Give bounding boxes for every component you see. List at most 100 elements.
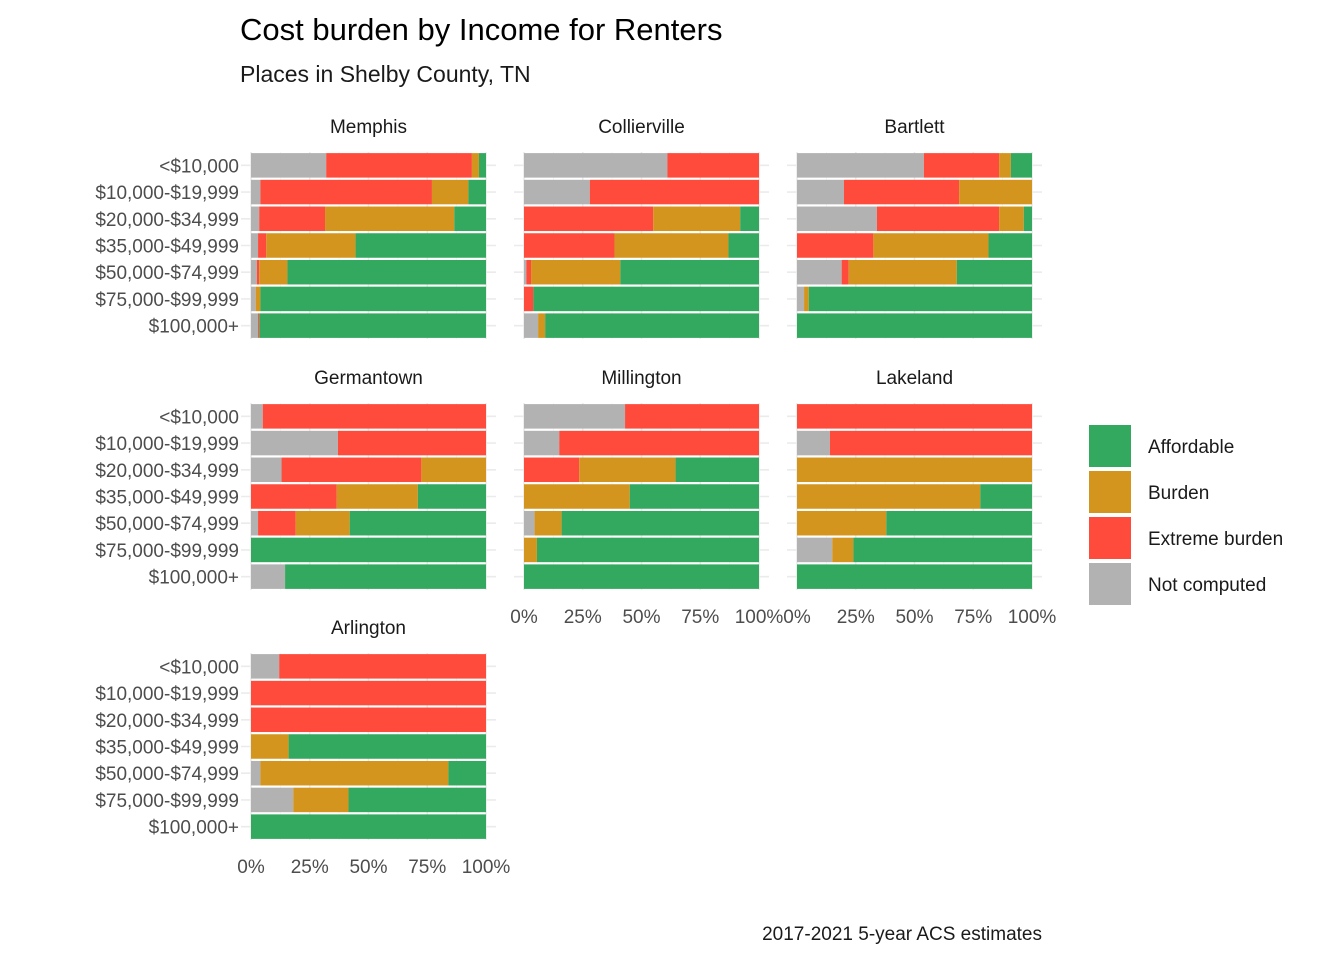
bar-segment-affordable — [886, 510, 1032, 536]
y-tick-label: $50,000-$74,999 — [95, 263, 239, 284]
x-tick-label: 100% — [462, 857, 511, 878]
facet-panel-germantown: Germantown <$10,000 $10,000-$19,999 $20,000… — [95, 368, 496, 590]
legend-label: Extreme burden — [1148, 529, 1283, 550]
bar-segment-not-computed — [251, 153, 327, 178]
bar-segment-affordable — [417, 484, 486, 509]
bar-segment-not-computed — [251, 457, 282, 483]
facet-title: Bartlett — [884, 117, 945, 138]
bar-segment-affordable — [988, 233, 1032, 258]
bar-segment-extreme-burden — [337, 430, 486, 456]
y-tick-label: $50,000-$74,999 — [95, 514, 239, 535]
x-tick-label: 50% — [622, 607, 660, 628]
bar-segment-burden — [848, 259, 957, 285]
bar-segment-extreme-burden — [256, 259, 260, 285]
facet-panel-collierville: Collierville — [514, 117, 769, 339]
facet-panel-arlington: Arlington <$10,000 $10,000-$19,999 $20,000-… — [95, 618, 510, 878]
bar-segment-burden — [266, 233, 356, 258]
y-tick-label: $20,000-$34,999 — [95, 461, 239, 482]
bar-segment-extreme-burden — [279, 654, 486, 679]
facet-panel-lakeland: Lakeland 0% 25% 50% 75% 100% — [783, 368, 1056, 628]
bar-segment-not-computed — [797, 286, 805, 312]
y-tick-label: <$10,000 — [159, 156, 239, 177]
bar-segment-burden — [534, 510, 562, 536]
bar-segment-extreme-burden — [260, 179, 432, 205]
bar-segment-not-computed — [251, 430, 338, 456]
bar-segment-extreme-burden — [524, 233, 615, 258]
bar-segment-affordable — [808, 286, 1032, 312]
bar-segment-affordable — [956, 259, 1032, 285]
bar-segment-burden — [797, 510, 887, 536]
legend-item-affordable: Affordable — [1089, 425, 1234, 467]
bar-segment-burden — [959, 179, 1032, 205]
x-tick-label: 50% — [349, 857, 387, 878]
bar-segment-affordable — [259, 313, 486, 338]
bar-segment-extreme-burden — [259, 206, 326, 232]
bar-segment-affordable — [524, 564, 759, 589]
legend-label: Burden — [1148, 483, 1209, 504]
bar-segment-affordable — [287, 259, 486, 285]
bar-segment-affordable — [1010, 153, 1032, 178]
y-tick-label: $10,000-$19,999 — [95, 434, 239, 455]
bar-segment-extreme-burden — [526, 259, 532, 285]
bar-segment-not-computed — [251, 564, 286, 589]
x-tick-label: 50% — [895, 607, 933, 628]
bar-segment-burden — [797, 484, 981, 509]
bar-segment-burden — [999, 206, 1024, 232]
bar-segment-burden — [873, 233, 989, 258]
bar-segment-burden — [804, 286, 809, 312]
y-tick-label: <$10,000 — [159, 657, 239, 678]
bar-segment-not-computed — [524, 510, 535, 536]
bar-segment-extreme-burden — [589, 179, 759, 205]
facet-title: Collierville — [598, 117, 685, 138]
bar-segment-affordable — [251, 537, 486, 563]
bar-segment-burden — [653, 206, 741, 232]
bar-segment-extreme-burden — [251, 707, 486, 733]
bar-segment-not-computed — [251, 654, 280, 679]
legend-swatch — [1089, 563, 1131, 605]
bar-segment-affordable — [454, 206, 486, 232]
bar-segment-affordable — [348, 787, 486, 813]
bar-segment-burden — [251, 734, 289, 759]
bar-segment-affordable — [536, 537, 759, 563]
bar-segment-affordable — [561, 510, 759, 536]
bar-segment-burden — [579, 457, 676, 483]
bar-segment-extreme-burden — [667, 153, 759, 178]
bar-segment-affordable — [349, 510, 486, 536]
facet-title: Germantown — [314, 368, 423, 389]
bar-segment-not-computed — [524, 313, 539, 338]
bar-segment-burden — [999, 153, 1011, 178]
x-tick-label: 75% — [681, 607, 719, 628]
y-tick-label: $100,000+ — [149, 818, 239, 839]
y-tick-label: <$10,000 — [159, 407, 239, 428]
bar-segment-burden — [614, 233, 729, 258]
bar-segment-burden — [255, 286, 261, 312]
facet-panels: Memphis <$10,000 $10,000-$19,999 $20,000-$3… — [95, 117, 1056, 878]
y-tick-label: $100,000+ — [149, 568, 239, 589]
y-tick-label: $75,000-$99,999 — [95, 541, 239, 562]
bar-segment-not-computed — [524, 153, 668, 178]
bar-segment-not-computed — [251, 404, 263, 429]
y-tick-label: $10,000-$19,999 — [95, 684, 239, 705]
bar-segment-affordable — [853, 537, 1032, 563]
x-tick-label: 25% — [837, 607, 875, 628]
y-tick-label: $35,000-$49,999 — [95, 738, 239, 759]
bar-segment-burden — [431, 179, 469, 205]
bar-segment-affordable — [288, 734, 486, 759]
legend-swatch — [1089, 471, 1131, 513]
bar-segment-affordable — [740, 206, 759, 232]
bar-segment-not-computed — [524, 179, 590, 205]
bar-segment-extreme-burden — [841, 259, 849, 285]
bar-segment-affordable — [675, 457, 759, 483]
bar-segment-extreme-burden — [258, 233, 267, 258]
bar-segment-extreme-burden — [524, 457, 580, 483]
x-tick-label: 75% — [954, 607, 992, 628]
bar-segment-burden — [325, 206, 455, 232]
bar-segment-not-computed — [524, 259, 527, 285]
bar-segment-extreme-burden — [524, 206, 654, 232]
bar-segment-extreme-burden — [281, 457, 422, 483]
bar-segment-affordable — [545, 313, 759, 338]
bar-segment-not-computed — [251, 760, 261, 786]
bar-segment-affordable — [620, 259, 759, 285]
bar-segment-affordable — [797, 564, 1032, 589]
